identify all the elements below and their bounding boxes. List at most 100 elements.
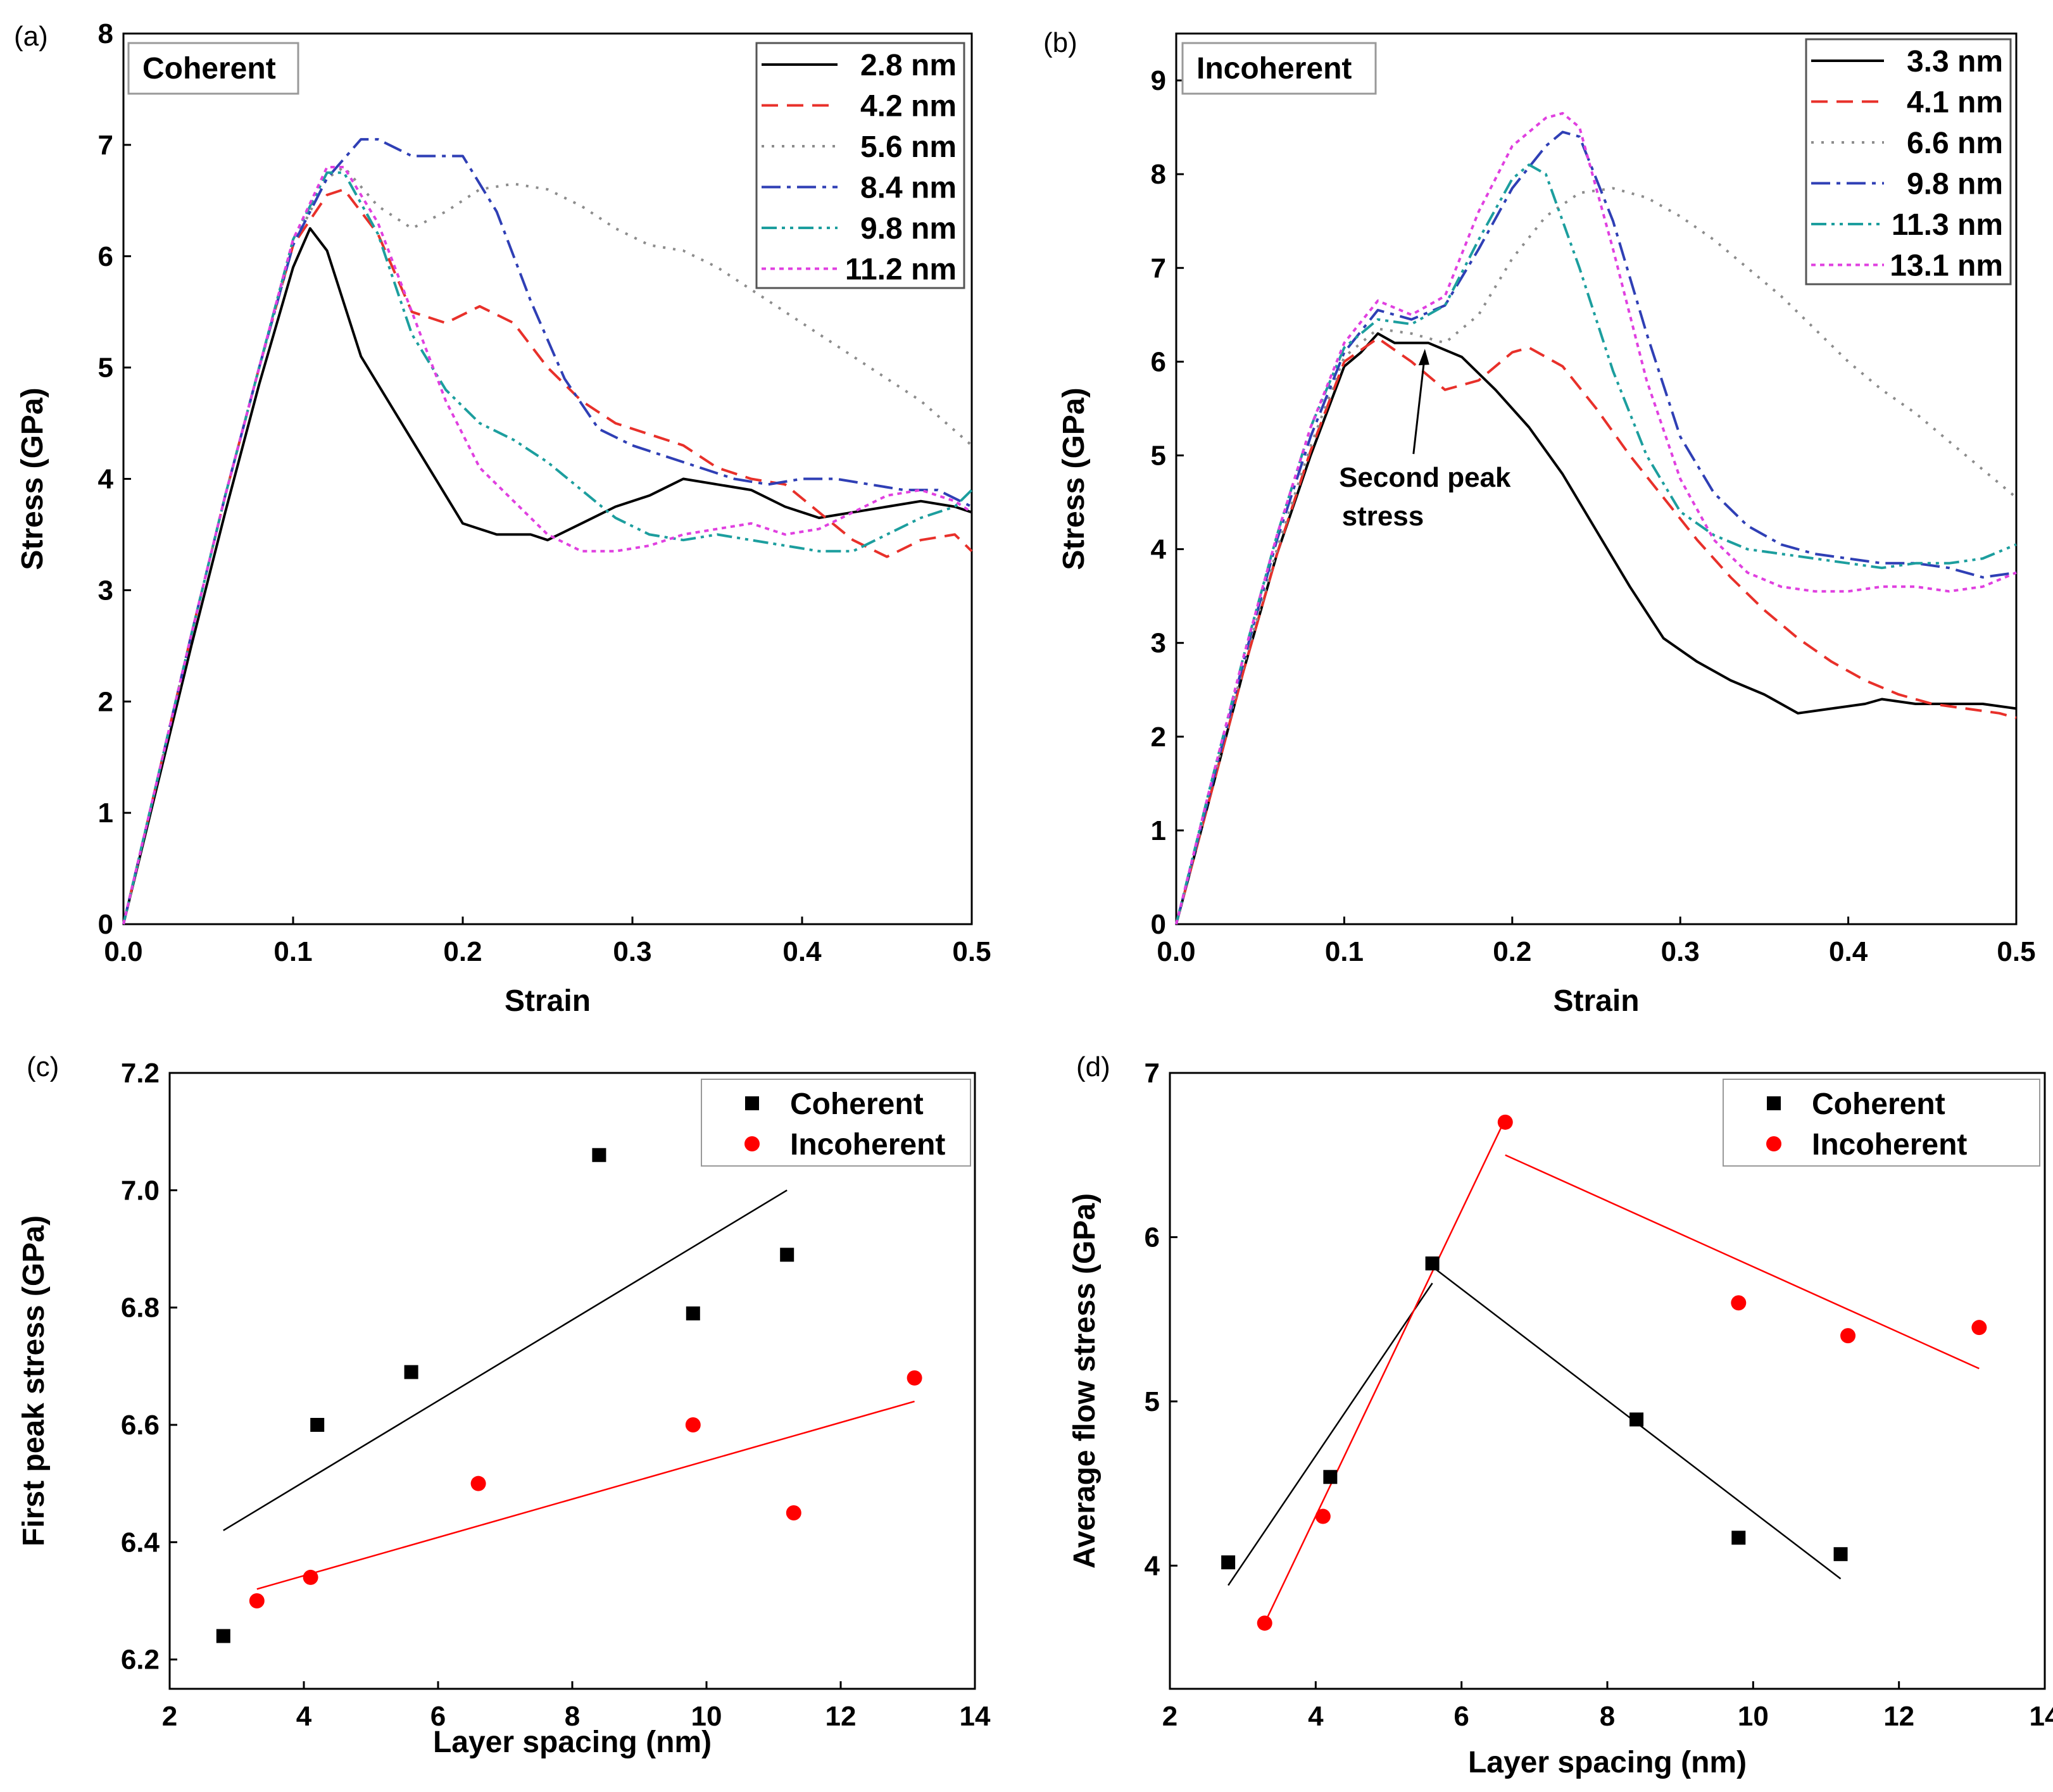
x-tick-label: 2 bbox=[162, 1701, 177, 1732]
panel-tag-label: Coherent bbox=[142, 52, 276, 85]
legend-label: 6.6 nm bbox=[1907, 127, 2003, 160]
panel-letter-b: (b) bbox=[1043, 27, 1077, 58]
x-tick-label: 6 bbox=[1453, 1701, 1469, 1732]
x-axis-label: Layer spacing (nm) bbox=[433, 1726, 712, 1759]
x-tick-label: 0.2 bbox=[1493, 936, 1531, 967]
x-tick-label: 4 bbox=[1308, 1701, 1324, 1732]
data-point-incoherent bbox=[1840, 1328, 1856, 1344]
x-tick-label: 14 bbox=[960, 1701, 991, 1732]
legend-marker bbox=[744, 1136, 760, 1151]
series-line-5-6-nm bbox=[122, 166, 973, 925]
legend-marker bbox=[1766, 1136, 1781, 1151]
panel-tag-label: Incoherent bbox=[1196, 52, 1352, 85]
legend-label: 9.8 nm bbox=[1907, 168, 2003, 201]
series-line-9-8-nm bbox=[122, 171, 973, 925]
y-tick-label: 6.8 bbox=[121, 1293, 160, 1324]
panel-letter-a: (a) bbox=[14, 21, 48, 52]
legend-box bbox=[1805, 38, 2012, 285]
data-point-coherent bbox=[780, 1248, 794, 1262]
data-point-coherent bbox=[216, 1629, 230, 1643]
legend-label: 4.2 nm bbox=[860, 90, 957, 123]
legend-marker bbox=[745, 1096, 759, 1110]
x-tick-label: 0.0 bbox=[104, 936, 142, 967]
y-tick-label: 6 bbox=[98, 241, 113, 272]
series-line-9-8-nm bbox=[1175, 130, 2017, 925]
data-point-coherent bbox=[1629, 1412, 1644, 1427]
panel-tag-box bbox=[127, 42, 299, 95]
data-point-incoherent bbox=[907, 1370, 922, 1386]
data-point-incoherent bbox=[303, 1569, 318, 1585]
data-point-coherent bbox=[1221, 1555, 1236, 1570]
legend-label: 9.8 nm bbox=[860, 212, 957, 246]
data-point-incoherent bbox=[786, 1505, 801, 1520]
plot-frame bbox=[1175, 32, 2018, 925]
x-tick-label: 0.4 bbox=[782, 936, 822, 967]
x-tick-label: 0.1 bbox=[273, 936, 312, 967]
x-tick-label: 10 bbox=[691, 1701, 722, 1732]
y-tick-label: 3 bbox=[98, 575, 113, 606]
series-line-6-6-nm bbox=[1175, 187, 2018, 925]
x-tick-label: 0.0 bbox=[1157, 936, 1195, 967]
x-tick-label: 2 bbox=[1162, 1701, 1177, 1732]
y-tick-label: 6.4 bbox=[121, 1527, 160, 1558]
x-tick-label: 0.3 bbox=[1661, 936, 1700, 967]
x-tick-label: 12 bbox=[826, 1701, 857, 1732]
legend-box bbox=[1723, 1079, 2040, 1167]
y-tick-label: 7 bbox=[1151, 253, 1166, 284]
data-point-incoherent bbox=[1315, 1508, 1331, 1524]
annotation-text: stress bbox=[1342, 501, 1424, 532]
legend-label: Incoherent bbox=[790, 1128, 945, 1162]
x-tick-label: 10 bbox=[1738, 1701, 1769, 1732]
data-point-coherent bbox=[1425, 1256, 1440, 1270]
y-tick-label: 7 bbox=[1145, 1058, 1160, 1089]
x-tick-label: 12 bbox=[1883, 1701, 1914, 1732]
fit-line bbox=[1505, 1154, 1980, 1370]
x-tick-label: 6 bbox=[430, 1701, 446, 1732]
y-tick-label: 6 bbox=[1151, 346, 1166, 377]
legend-label: 8.4 nm bbox=[860, 172, 957, 205]
x-tick-label: 8 bbox=[565, 1701, 580, 1732]
data-point-incoherent bbox=[1497, 1114, 1513, 1130]
y-tick-label: 8 bbox=[1151, 159, 1166, 190]
series-line-3-3-nm bbox=[1175, 332, 2017, 925]
legend-label: 11.2 nm bbox=[845, 253, 957, 287]
y-tick-label: 0 bbox=[98, 909, 113, 940]
fit-line bbox=[1264, 1118, 1506, 1624]
y-tick-label: 7.0 bbox=[121, 1175, 160, 1206]
data-point-coherent bbox=[686, 1306, 700, 1320]
data-point-coherent bbox=[1731, 1531, 1746, 1545]
legend-label: 5.6 nm bbox=[860, 130, 957, 164]
data-point-incoherent bbox=[249, 1593, 265, 1608]
series-line-11-2-nm bbox=[122, 166, 973, 925]
y-tick-label: 4 bbox=[1145, 1550, 1160, 1581]
y-tick-label: 7 bbox=[98, 130, 113, 161]
fit-line bbox=[256, 1400, 915, 1590]
x-tick-label: 0.4 bbox=[1829, 936, 1868, 967]
data-point-coherent bbox=[1833, 1547, 1848, 1562]
y-axis-label: Stress (GPa) bbox=[16, 387, 49, 570]
panel-c-first-peak-stress: 2 4 6 8 10 12 14 6.2 6.4 6.6 6.8 7.0 7.2 Layer spacin… bbox=[17, 1058, 991, 1759]
series-line-2-8-nm bbox=[122, 227, 972, 925]
data-point-coherent bbox=[404, 1365, 418, 1379]
y-axis-label: Stress (GPa) bbox=[1057, 387, 1091, 570]
data-point-incoherent bbox=[1257, 1615, 1272, 1631]
y-tick-label: 2 bbox=[1151, 722, 1166, 753]
annotation-arrow-shaft bbox=[1412, 353, 1426, 454]
legend-box bbox=[755, 42, 965, 289]
annotation-arrow-head bbox=[1418, 349, 1429, 366]
panel-letter-c: (c) bbox=[27, 1051, 59, 1082]
legend-label: 3.3 nm bbox=[1907, 45, 2003, 78]
panel-a-coherent-stress-strain: 0.0 0.1 0.2 0.3 0.4 0.5 0 1 2 3 4 5 6 7 8 Strain Stress … bbox=[16, 18, 991, 1018]
data-point-coherent bbox=[1323, 1470, 1338, 1484]
y-tick-label: 3 bbox=[1151, 628, 1166, 659]
y-tick-label: 0 bbox=[1151, 909, 1166, 940]
y-tick-label: 4 bbox=[1151, 534, 1167, 565]
panel-tag-box bbox=[1181, 42, 1377, 95]
x-tick-label: 0.1 bbox=[1325, 936, 1364, 967]
data-point-coherent bbox=[592, 1148, 606, 1162]
fit-line bbox=[1227, 1282, 1433, 1586]
x-tick-label: 14 bbox=[2030, 1701, 2053, 1732]
panel-b-incoherent-stress-strain: 0.0 0.1 0.2 0.3 0.4 0.5 0 1 2 3 4 5 6 7 8 9 Strain Stress… bbox=[1057, 32, 2036, 1018]
panel-letter-d: (d) bbox=[1076, 1051, 1110, 1082]
